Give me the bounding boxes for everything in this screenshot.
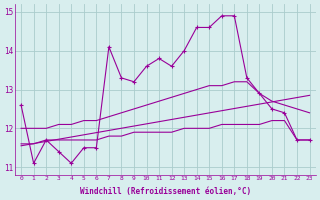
X-axis label: Windchill (Refroidissement éolien,°C): Windchill (Refroidissement éolien,°C) [80,187,251,196]
